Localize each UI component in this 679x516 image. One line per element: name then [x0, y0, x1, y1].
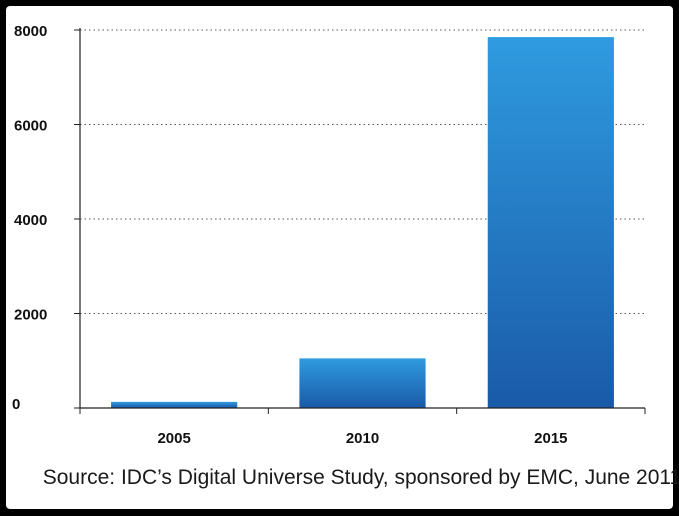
source-note: Source: IDC’s Digital Universe Study, sp…: [43, 466, 679, 489]
y-tick-label-6000: 6000: [14, 118, 47, 135]
bar-2010: [299, 358, 426, 408]
x-tick-label-2015: 2015: [534, 430, 567, 447]
y-tick-label-8000: 8000: [14, 23, 47, 40]
y-tick-label-2000: 2000: [14, 307, 47, 324]
y-tick-label-0: 0: [12, 396, 20, 413]
bars: [111, 37, 614, 409]
x-tick-label-2005: 2005: [157, 430, 190, 447]
x-tick-label-2010: 2010: [346, 430, 379, 447]
axes: [79, 28, 646, 414]
y-tick-label-4000: 4000: [14, 212, 47, 229]
tick-labels: 0 2000 4000 6000 8000 2005 2010 2015: [12, 23, 568, 447]
bar-2015: [487, 37, 614, 409]
gridlines: [74, 29, 645, 409]
bar-2005: [111, 401, 238, 408]
